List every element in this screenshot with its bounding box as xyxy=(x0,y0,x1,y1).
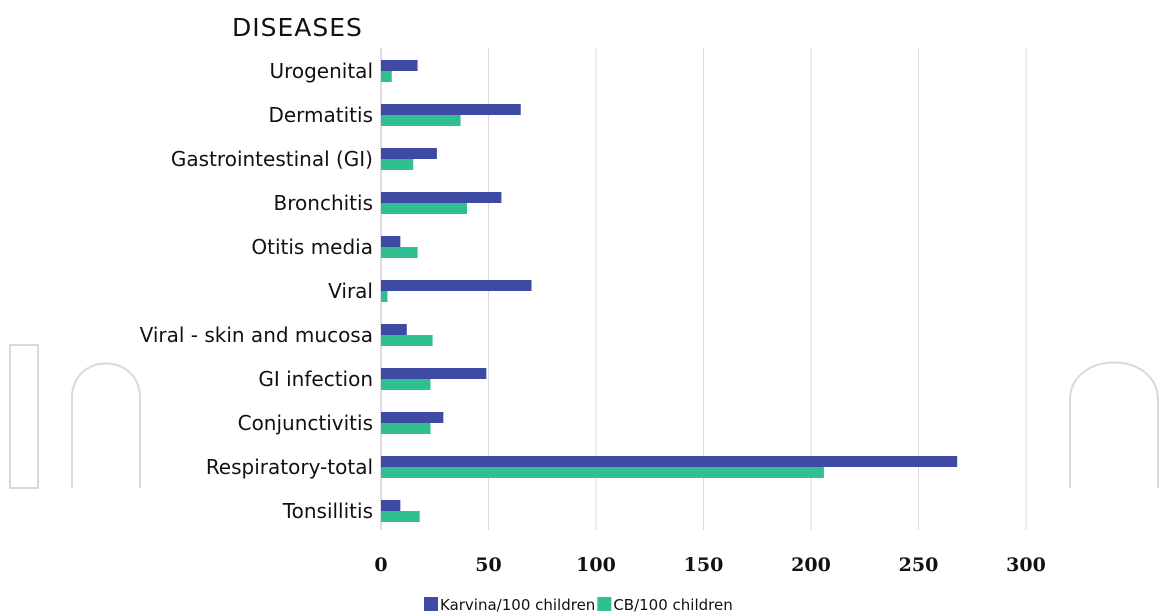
watermark-letter-right xyxy=(1069,361,1159,488)
bar-cb xyxy=(381,291,388,302)
category-label: Viral xyxy=(328,279,373,303)
category-label: Bronchitis xyxy=(274,191,373,215)
bar-cb xyxy=(381,247,418,258)
category-label: Dermatitis xyxy=(268,103,373,127)
bar-karvina xyxy=(381,500,401,511)
x-tick-label: 250 xyxy=(899,554,939,576)
bar-cb xyxy=(381,423,431,434)
bar-karvina xyxy=(381,148,437,159)
bar-karvina xyxy=(381,412,444,423)
legend-swatch xyxy=(597,597,612,611)
category-label: GI infection xyxy=(258,367,373,391)
legend-entry: Karvina/100 children xyxy=(440,596,595,614)
bar-karvina xyxy=(381,324,407,335)
bar-karvina xyxy=(381,104,521,115)
chart-title: DISEASES xyxy=(232,13,363,42)
bar-cb xyxy=(381,467,824,478)
legend-entry: CB/100 children xyxy=(613,596,732,614)
x-tick-label: 150 xyxy=(684,554,724,576)
bar-cb xyxy=(381,335,433,346)
category-label: Otitis media xyxy=(251,235,373,259)
bar-cb xyxy=(381,115,461,126)
category-label: Viral - skin and mucosa xyxy=(140,323,373,347)
bar-cb xyxy=(381,511,420,522)
bar-karvina xyxy=(381,192,502,203)
category-label: Gastrointestinal (GI) xyxy=(171,147,373,171)
bar-cb xyxy=(381,71,392,82)
watermark xyxy=(9,344,1159,489)
x-tick-label: 200 xyxy=(791,554,831,576)
bar-karvina xyxy=(381,368,487,379)
x-tick-labels: 0 50 100 150 200 250 300 xyxy=(374,554,1045,576)
x-tick-label: 100 xyxy=(576,554,616,576)
category-label: Conjunctivitis xyxy=(238,411,373,435)
category-label: Respiratory-total xyxy=(206,455,373,479)
category-labels: Urogenital Dermatitis Gastrointestinal (GI… xyxy=(140,59,373,523)
bar-karvina xyxy=(381,236,401,247)
bar-karvina xyxy=(381,456,958,467)
category-label: Urogenital xyxy=(269,59,373,83)
legend: Karvina/100 children CB/100 children xyxy=(424,596,733,614)
category-label: Tonsillitis xyxy=(282,499,373,523)
watermark-letter-left xyxy=(9,344,141,489)
bar-cb xyxy=(381,203,467,214)
bars xyxy=(381,60,958,522)
bar-cb xyxy=(381,379,431,390)
bar-karvina xyxy=(381,280,532,291)
x-tick-label: 0 xyxy=(374,554,387,576)
bar-karvina xyxy=(381,60,418,71)
legend-swatch xyxy=(424,597,438,611)
x-tick-label: 50 xyxy=(475,554,501,576)
bar-cb xyxy=(381,159,414,170)
x-tick-label: 300 xyxy=(1006,554,1046,576)
